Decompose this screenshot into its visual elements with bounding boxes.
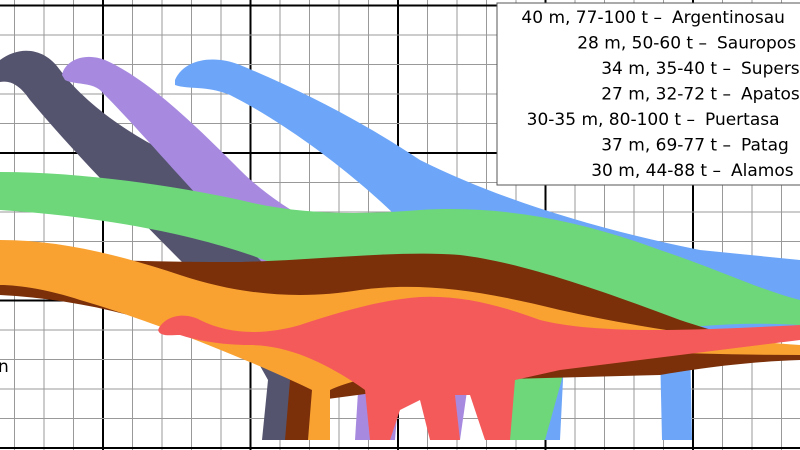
legend-name: Apatos [741,85,800,105]
legend-name: Sauropos [717,34,796,54]
legend-measure: 30 m, 44-88 t – [591,161,721,181]
silhouette-red [158,296,800,440]
legend-name: Patag [741,136,789,156]
silhouettes [0,50,800,441]
legend-measure: 28 m, 50-60 t – [577,34,707,54]
legend-name: Supers [741,59,800,79]
scale-label: n [0,357,9,377]
legend-measure: 37 m, 69-77 t – [601,136,731,156]
legend-name: Argentinosau [672,8,785,28]
legend-name: Puertasa [705,110,780,130]
legend-box [496,2,800,186]
legend: 40 m, 77-100 t – Argentinosau 28 m, 50-60 … [521,8,799,181]
legend-measure: 30-35 m, 80-100 t – [527,110,695,130]
legend-name: Alamos [731,161,794,181]
legend-measure: 40 m, 77-100 t – [521,8,662,28]
silhouette-slate [0,50,310,441]
legend-measure: 27 m, 32-72 t – [601,85,731,105]
legend-measure: 34 m, 35-40 t – [601,59,731,79]
